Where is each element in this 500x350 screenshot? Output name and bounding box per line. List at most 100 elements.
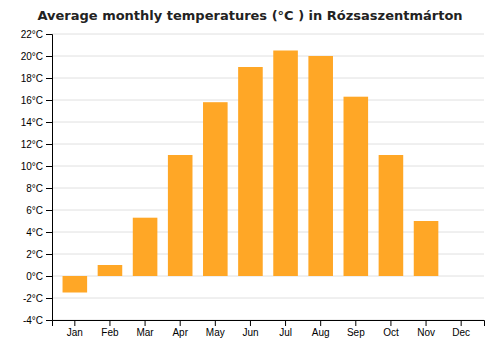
y-tick: 22°C (21, 29, 52, 40)
bar (308, 56, 333, 276)
x-tick-mark (390, 320, 391, 326)
y-tick-mark (46, 100, 52, 101)
grid-line (52, 166, 484, 167)
bar (273, 51, 298, 277)
x-tick-label: May (206, 327, 225, 338)
x-tick-label: Aug (312, 327, 330, 338)
x-tick-label: Jan (67, 327, 83, 338)
bars (63, 51, 439, 293)
x-tick-label: Feb (101, 327, 119, 338)
y-tick: 12°C (21, 139, 52, 150)
grid-line (52, 78, 484, 79)
y-tick-label: 10°C (21, 161, 43, 172)
x-tick-label: Nov (417, 327, 435, 338)
y-tick: -2°C (23, 293, 52, 304)
y-tick-label: 16°C (21, 95, 43, 106)
y-tick: 2°C (26, 249, 52, 260)
x-tick-mark (461, 320, 462, 326)
x-tick-mark (320, 320, 321, 326)
y-tick: 20°C (21, 51, 52, 62)
x-tick: Jul (279, 320, 292, 338)
x-tick-label: Oct (383, 327, 399, 338)
x-tick-label: Dec (452, 327, 470, 338)
grid (52, 34, 484, 320)
y-tick-mark (46, 78, 52, 79)
y-tick-label: 18°C (21, 73, 43, 84)
y-axis: -4°C -2°C 0°C 2°C 4°C 6°C 8°C 10°C 12°C 14°C 16°C 1… (21, 29, 53, 326)
bar (133, 218, 158, 276)
bar (203, 102, 228, 276)
x-tick: Dec (452, 320, 470, 338)
x-tick-mark (180, 320, 181, 326)
y-tick-label: 4°C (26, 227, 43, 238)
y-tick: 0°C (26, 271, 52, 282)
bar (414, 221, 439, 276)
chart: -4°C -2°C 0°C 2°C 4°C 6°C 8°C 10°C 12°C 14°C 16°C 1… (0, 0, 500, 350)
y-tick-mark (46, 232, 52, 233)
y-tick: 4°C (26, 227, 52, 238)
x-tick: Apr (172, 320, 188, 338)
x-tick: May (206, 320, 225, 338)
bar (63, 276, 88, 293)
y-tick-mark (46, 298, 52, 299)
bar (344, 97, 369, 276)
x-tick: Nov (417, 320, 435, 338)
grid-line (52, 34, 484, 35)
y-axis-line (46, 35, 53, 321)
y-tick: 10°C (21, 161, 52, 172)
bar (168, 155, 193, 276)
x-tick-label: Jun (242, 327, 258, 338)
y-tick: 14°C (21, 117, 52, 128)
y-tick-label: 14°C (21, 117, 43, 128)
bar (98, 265, 123, 276)
x-tick: Jan (67, 320, 83, 338)
x-tick-mark (215, 320, 216, 326)
grid-line (52, 122, 484, 123)
x-tick: Mar (136, 320, 154, 338)
grid-line (52, 144, 484, 145)
x-tick: Sep (347, 320, 365, 338)
x-tick-mark (74, 320, 75, 326)
x-tick: Oct (383, 320, 399, 338)
x-axis: Jan Feb Mar Apr May Jun Jul Aug Sep Oct Nov Dec (53, 320, 485, 338)
y-tick-mark (46, 56, 52, 57)
y-tick: 16°C (21, 95, 52, 106)
y-tick-mark (46, 166, 52, 167)
y-tick-mark (46, 144, 52, 145)
y-tick-label: 2°C (26, 249, 43, 260)
x-tick: Aug (312, 320, 330, 338)
x-tick-mark (145, 320, 146, 326)
x-tick-mark (285, 320, 286, 326)
bar (379, 155, 404, 276)
y-tick-mark (46, 188, 52, 189)
y-tick-label: -2°C (23, 293, 43, 304)
grid-line (52, 298, 484, 299)
y-tick: 8°C (26, 183, 52, 194)
x-tick-mark (355, 320, 356, 326)
x-tick-mark (426, 320, 427, 326)
x-tick-mark (109, 320, 110, 326)
y-tick-mark (46, 276, 52, 277)
y-tick-label: 6°C (26, 205, 43, 216)
x-tick-label: Mar (136, 327, 154, 338)
y-tick-label: -4°C (23, 315, 43, 326)
y-tick-mark (46, 254, 52, 255)
x-tick: Jun (242, 320, 258, 338)
y-tick-mark (46, 210, 52, 211)
bar (449, 276, 474, 277)
grid-line (52, 188, 484, 189)
y-tick-label: 12°C (21, 139, 43, 150)
x-tick: Feb (101, 320, 119, 338)
grid-line (52, 100, 484, 101)
x-tick-mark (250, 320, 251, 326)
y-tick-label: 20°C (21, 51, 43, 62)
x-axis-line (53, 321, 485, 327)
y-tick-label: 0°C (26, 271, 43, 282)
y-tick-label: 22°C (21, 29, 43, 40)
y-tick: 6°C (26, 205, 52, 216)
y-tick-mark (46, 320, 52, 321)
y-tick-mark (46, 34, 52, 35)
x-tick-label: Jul (279, 327, 292, 338)
plot-area: -4°C -2°C 0°C 2°C 4°C 6°C 8°C 10°C 12°C 14°C 16°C 1… (21, 29, 485, 338)
y-tick: 18°C (21, 73, 52, 84)
